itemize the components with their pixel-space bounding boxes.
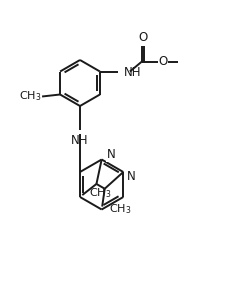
Text: CH$_3$: CH$_3$ [109, 203, 132, 216]
Text: CH$_3$: CH$_3$ [89, 186, 112, 200]
Text: N: N [107, 148, 116, 161]
Text: O: O [158, 55, 168, 68]
Text: N: N [127, 170, 136, 184]
Text: NH: NH [71, 134, 89, 147]
Text: O: O [138, 31, 147, 44]
Text: CH$_3$: CH$_3$ [18, 90, 41, 103]
Text: NH: NH [124, 66, 142, 79]
